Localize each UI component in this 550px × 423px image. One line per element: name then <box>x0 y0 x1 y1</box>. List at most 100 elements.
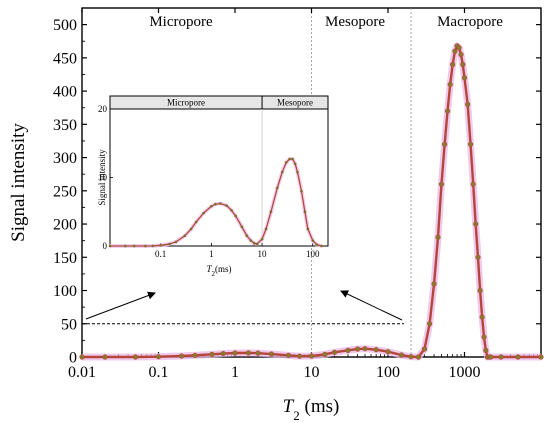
region-label-macropore: Macropore <box>437 14 503 30</box>
inset-data-point <box>264 227 268 231</box>
data-point <box>473 221 479 227</box>
inset-region-band <box>109 95 329 110</box>
inset-region-label-mesopore: Mesopore <box>277 98 313 108</box>
inset-data-point <box>108 244 112 248</box>
x-axis-title: T2 (ms) <box>283 396 340 423</box>
inset-data-point <box>255 242 259 246</box>
data-point <box>155 354 162 360</box>
inset-data-point <box>320 244 323 248</box>
data-point <box>354 346 361 352</box>
inset-data-point <box>144 244 147 248</box>
data-point <box>132 354 139 360</box>
data-point <box>345 347 351 353</box>
data-point <box>483 347 489 353</box>
data-point <box>467 141 474 147</box>
inset-data-point <box>293 162 297 166</box>
inset-x-axis-title: T2(ms) <box>206 264 231 278</box>
inset-data-point <box>280 170 284 174</box>
y-axis-title: Signal intensity <box>8 123 29 242</box>
inset-data-point <box>151 244 155 248</box>
inset-data-point <box>230 209 233 212</box>
inset-data-point <box>234 214 237 218</box>
data-point <box>481 334 487 340</box>
inset-data-point <box>252 241 256 245</box>
inset-data-point <box>189 227 193 231</box>
data-point <box>460 61 466 68</box>
data-point <box>268 351 275 357</box>
y-tick-label: 300 <box>53 150 77 167</box>
data-point <box>538 354 544 360</box>
data-point <box>427 321 433 327</box>
inset-data-point <box>300 189 303 193</box>
y-tick-label: 150 <box>53 250 77 267</box>
data-point <box>192 352 198 358</box>
data-point <box>255 350 261 356</box>
arrow-right <box>340 290 403 321</box>
inset-data-point <box>218 202 222 205</box>
data-point <box>465 101 471 107</box>
y-tick-label: 100 <box>53 283 77 300</box>
data-point <box>456 45 462 51</box>
inset-x-tick-label: 10 <box>258 249 268 259</box>
inset-data-point <box>306 227 310 231</box>
inset-data-point <box>315 243 319 246</box>
data-point <box>461 75 468 81</box>
inset-chart: Micropore Mesopore 0 10 20 0.1 1 10 100 Signal in… <box>97 95 329 278</box>
inset-data-point <box>159 244 162 247</box>
inset-y-axis-title: Signal intensity <box>97 149 107 206</box>
data-point <box>421 346 428 352</box>
y-tick-label: 350 <box>53 117 77 134</box>
data-point <box>373 347 379 353</box>
inset-data-point <box>194 220 198 224</box>
y-tick-label: 450 <box>53 50 77 67</box>
inset-data-point <box>132 244 136 248</box>
data-point <box>220 350 226 357</box>
data-point <box>442 141 448 147</box>
y-tick-label: 500 <box>53 17 77 34</box>
data-point <box>475 254 481 260</box>
inset-data-point <box>240 225 244 229</box>
inset-data-point <box>311 239 315 242</box>
data-point <box>79 354 85 360</box>
data-point <box>515 354 521 360</box>
y-tick-label: 400 <box>53 84 77 101</box>
inset-data-point <box>260 237 264 241</box>
data-point <box>178 353 185 359</box>
inset-data-point <box>168 242 171 246</box>
data-point <box>498 354 504 360</box>
inset-x-tick-label: 100 <box>306 249 320 259</box>
data-point <box>385 349 391 355</box>
y-tick-label: 50 <box>61 316 77 333</box>
data-point <box>232 350 238 356</box>
inset-data-point <box>210 204 213 208</box>
data-point <box>447 81 453 88</box>
region-label-micropore: Micropore <box>149 14 213 30</box>
data-point <box>362 346 368 352</box>
data-point <box>209 351 215 357</box>
data-point <box>245 350 252 356</box>
inset-data-point <box>183 234 187 238</box>
data-point <box>452 48 458 54</box>
data-point <box>450 61 456 68</box>
inset-data-point <box>296 170 299 174</box>
data-point <box>408 354 414 360</box>
inset-data-point <box>202 211 205 215</box>
data-point <box>308 353 315 359</box>
inset-x-tick-label: 0.1 <box>155 249 166 259</box>
data-point <box>102 354 108 360</box>
inset-data-point <box>288 157 291 161</box>
arrow-left <box>85 291 156 320</box>
x-tick-label: 0.1 <box>149 364 169 381</box>
data-point <box>415 354 422 360</box>
inset-y-tick-label: 0 <box>103 241 108 251</box>
data-point <box>322 351 328 357</box>
inset-y-tick-label: 20 <box>98 104 108 114</box>
data-point <box>297 353 303 359</box>
inset-x-tick-label: 1 <box>209 249 214 259</box>
data-point <box>285 352 292 358</box>
inset-y-tick-label: 10 <box>98 173 108 183</box>
data-point <box>431 281 437 287</box>
x-tick-label: 1000 <box>449 364 481 381</box>
data-point <box>398 352 405 358</box>
